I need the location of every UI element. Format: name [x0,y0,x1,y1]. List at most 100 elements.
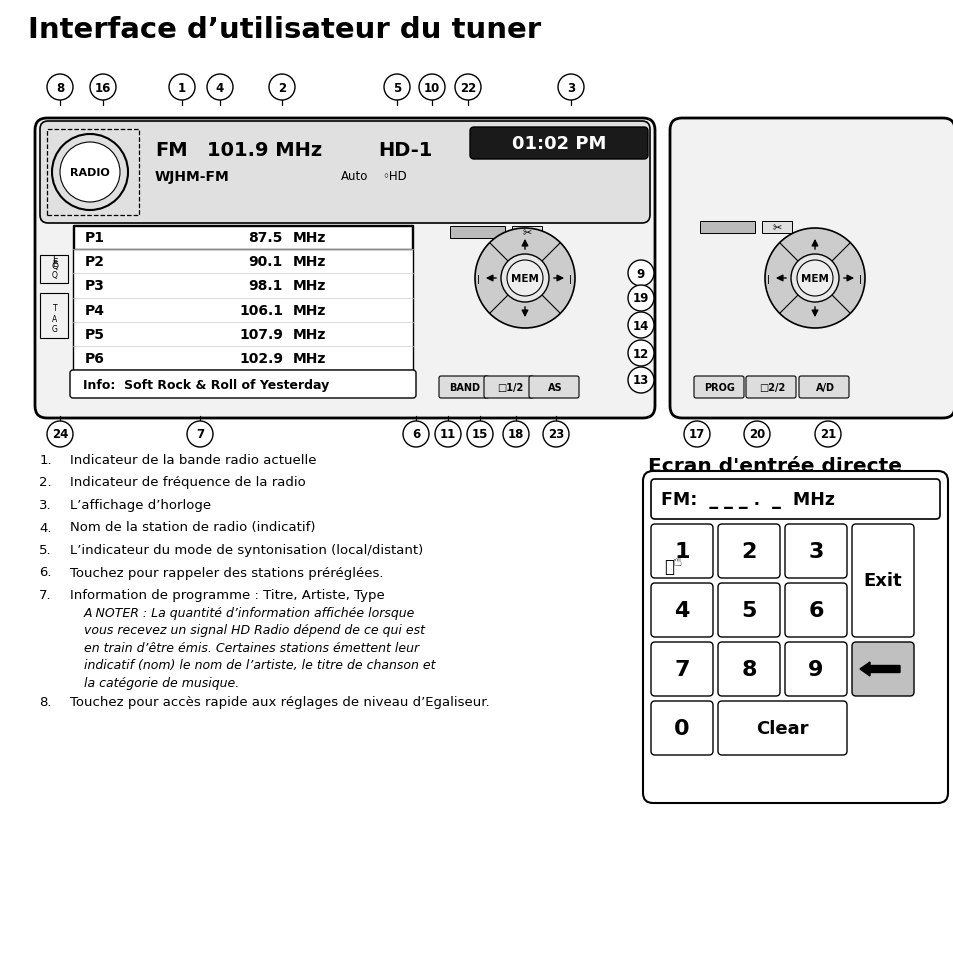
Text: 90.1: 90.1 [249,255,283,269]
Circle shape [683,421,709,448]
Text: 4: 4 [674,600,689,620]
Text: L’indicateur du mode de syntonisation (local/distant): L’indicateur du mode de syntonisation (l… [70,543,423,557]
Text: MHz: MHz [293,231,326,245]
Circle shape [467,421,493,448]
FancyBboxPatch shape [438,376,489,398]
Circle shape [52,135,128,211]
Circle shape [384,75,410,101]
Text: Indicateur de fréquence de la radio: Indicateur de fréquence de la radio [70,476,305,489]
FancyBboxPatch shape [470,128,647,160]
Text: |: | [859,274,862,283]
Text: □2/2: □2/2 [758,382,784,393]
Text: 4.: 4. [39,521,52,534]
Text: Nom de la station de radio (indicatif): Nom de la station de radio (indicatif) [70,521,315,534]
Text: 12: 12 [632,347,648,360]
Text: 7: 7 [674,659,689,679]
Text: 17: 17 [688,428,704,441]
Circle shape [47,421,73,448]
Bar [512,227,541,239]
Text: Interface d’utilisateur du tuner: Interface d’utilisateur du tuner [28,16,540,44]
Text: 22: 22 [459,81,476,94]
Bar [761,222,791,233]
Circle shape [558,75,583,101]
Text: E: E [52,254,58,263]
Text: 6.: 6. [39,566,52,578]
Text: P3: P3 [85,279,105,294]
FancyBboxPatch shape [669,119,953,418]
Text: WJHM-FM: WJHM-FM [154,170,230,184]
Circle shape [627,286,654,312]
Text: 👍: 👍 [663,558,673,576]
Text: 9: 9 [807,659,822,679]
Text: Info:  Soft Rock & Roll of Yesterday: Info: Soft Rock & Roll of Yesterday [83,378,329,391]
Text: 1: 1 [674,541,689,561]
FancyBboxPatch shape [851,524,913,638]
Circle shape [627,340,654,367]
FancyBboxPatch shape [650,479,939,519]
FancyBboxPatch shape [851,642,913,697]
Text: 7.: 7. [39,588,52,601]
FancyBboxPatch shape [35,119,655,418]
Text: ◦HD: ◦HD [382,171,407,183]
Text: FM: FM [154,140,188,159]
FancyBboxPatch shape [784,583,846,638]
Text: FM:  _ _ _ .  _  MHz: FM: _ _ _ . _ MHz [660,491,834,509]
FancyBboxPatch shape [718,524,780,578]
Text: 0: 0 [674,719,689,739]
FancyBboxPatch shape [784,524,846,578]
Text: 7: 7 [195,428,204,441]
FancyBboxPatch shape [650,701,712,755]
Circle shape [207,75,233,101]
Text: Information de programme : Titre, Artiste, Type: Information de programme : Titre, Artist… [70,588,384,601]
Text: 23: 23 [547,428,563,441]
Text: P1: P1 [85,231,105,245]
Text: 3: 3 [566,81,575,94]
Text: Q: Q [51,262,58,272]
Text: P4: P4 [85,303,105,317]
Text: ✂: ✂ [521,228,531,237]
Text: Auto: Auto [341,171,368,183]
Text: Clear: Clear [756,720,808,738]
Circle shape [814,421,841,448]
Text: P6: P6 [85,352,105,366]
Text: Ecran d'entrée directe: Ecran d'entrée directe [647,456,901,476]
Text: Indicateur de la bande radio actuelle: Indicateur de la bande radio actuelle [70,454,316,467]
Text: indicatif (nom) le nom de l’artiste, le titre de chanson et: indicatif (nom) le nom de l’artiste, le … [84,659,435,671]
Text: 24: 24 [51,428,68,441]
Text: E
Q: E Q [52,260,58,279]
FancyBboxPatch shape [483,376,534,398]
Text: 10: 10 [423,81,439,94]
Text: 8: 8 [56,81,64,94]
Bar [700,222,754,233]
Circle shape [627,261,654,287]
Text: la catégorie de musique.: la catégorie de musique. [84,676,239,689]
Circle shape [506,261,542,296]
Circle shape [790,254,838,303]
Text: Exit: Exit [862,572,902,590]
Text: 5: 5 [740,600,756,620]
Circle shape [269,75,294,101]
FancyBboxPatch shape [529,376,578,398]
Text: |: | [569,274,572,283]
Text: 6: 6 [807,600,822,620]
Text: 101.9 MHz: 101.9 MHz [207,140,322,159]
Circle shape [796,261,832,296]
Text: 4: 4 [215,81,224,94]
Bar [73,226,413,371]
Text: 3.: 3. [39,498,52,512]
Text: L’affichage d’horloge: L’affichage d’horloge [70,498,211,512]
FancyBboxPatch shape [718,701,846,755]
Circle shape [169,75,194,101]
Circle shape [764,229,864,329]
Text: Touchez pour rappeler des stations préréglées.: Touchez pour rappeler des stations préré… [70,566,383,578]
Text: Touchez pour accès rapide aux réglages de niveau d’Egaliseur.: Touchez pour accès rapide aux réglages d… [70,696,489,708]
Text: 1.: 1. [39,454,52,467]
FancyBboxPatch shape [799,376,848,398]
Circle shape [402,421,429,448]
Text: 5.: 5. [39,543,52,557]
FancyBboxPatch shape [718,642,780,697]
Text: 20: 20 [748,428,764,441]
Circle shape [500,254,548,303]
Text: |: | [477,274,480,283]
Text: 87.5: 87.5 [249,231,283,245]
